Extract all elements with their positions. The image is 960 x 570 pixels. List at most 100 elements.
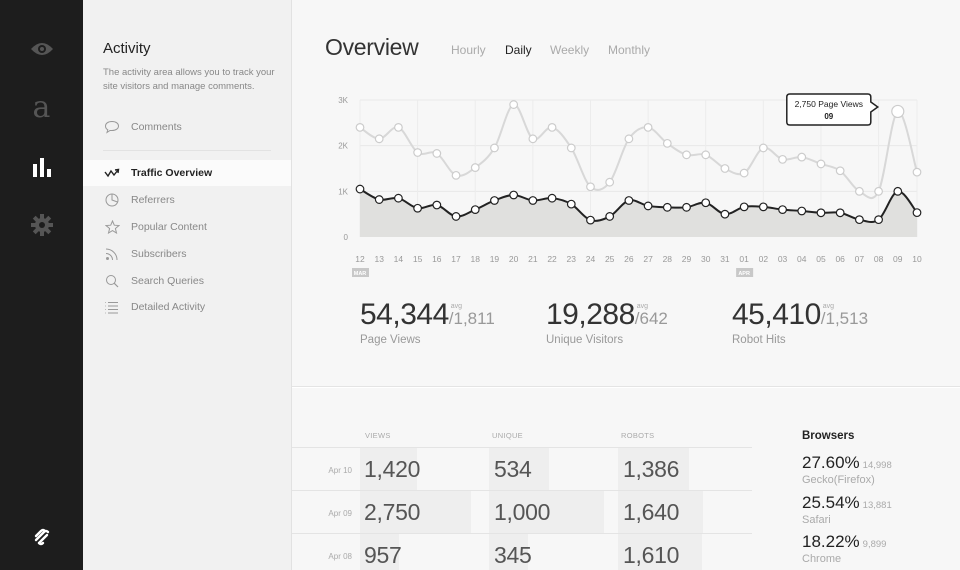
svg-text:09: 09 [824,112,833,121]
tab-daily[interactable]: Daily [505,43,532,57]
bar-chart-icon[interactable] [0,155,83,179]
app-rail: a [0,0,83,570]
data-point [739,202,749,212]
row-date: Apr 08 [328,552,352,561]
x-tick-label: 07 [855,254,865,264]
data-point [797,206,807,216]
unique-bar [489,448,549,490]
data-point [413,203,423,213]
x-tick-label: 29 [682,254,692,264]
col-header-unique[interactable]: UNIQUE [492,431,523,440]
sidebar-description: The activity area allows you to track yo… [103,67,275,92]
section-divider [292,386,960,388]
data-point [547,123,557,132]
data-point [701,198,711,208]
comment-icon [83,120,131,134]
unique-bar [489,491,604,533]
data-point [874,215,883,225]
squarespace-logo-icon[interactable] [0,526,83,548]
data-point [355,184,365,194]
row-date: Apr 09 [328,509,352,518]
data-point [912,167,922,177]
data-point [682,150,691,160]
sidebar-title: Activity [103,40,151,57]
data-point [432,200,442,210]
browser-item: 27.60% 14,998 Gecko(Firefox) [802,453,892,486]
y-tick-label: 3K [338,96,348,105]
data-point [816,159,826,169]
typography-icon[interactable]: a [32,89,51,125]
x-tick-label: 06 [835,254,845,264]
data-point [624,134,634,144]
svg-text:2,750 Page Views: 2,750 Page Views [795,99,863,109]
tab-weekly[interactable]: Weekly [550,43,590,57]
x-tick-label: 18 [471,254,481,264]
eye-icon[interactable] [0,38,83,60]
data-point [374,195,384,204]
data-point [720,209,730,219]
browser-item: 25.54% 13,881 Safari [802,493,892,526]
data-point [912,208,922,218]
x-tick-label: 19 [490,254,500,264]
sidebar-item-search-queries[interactable]: Search Queries [83,268,291,294]
data-point [605,212,615,221]
chart-tooltip [786,93,880,126]
col-header-robots[interactable]: ROBOTS [621,431,655,440]
browser-item: 18.22% 9,899 Chrome [802,532,887,565]
data-point [720,164,730,173]
x-tick-label: 15 [413,254,423,264]
tab-monthly[interactable]: Monthly [608,43,651,57]
search-icon [83,274,131,288]
data-point [470,163,480,172]
data-point [509,100,519,109]
data-point [739,168,749,178]
data-point [528,134,538,144]
rss-icon [83,247,131,261]
data-point [528,196,538,205]
robots-bar [618,448,689,490]
data-point [835,208,845,218]
data-point [758,143,768,153]
page-title: Overview [325,34,419,60]
x-tick-label: 26 [624,254,634,264]
x-tick-label: 02 [759,254,769,264]
gear-icon[interactable] [0,213,83,237]
x-tick-label: 21 [528,254,538,264]
data-point [586,215,595,225]
data-point [451,170,461,180]
data-point [566,199,576,209]
views-bar [360,448,417,490]
stat-robot-hits: 45,410 avg/1,513 Robot Hits [732,298,869,346]
data-point [413,148,423,157]
data-point [835,166,845,176]
data-point [662,138,672,148]
x-tick-label: 28 [663,254,673,264]
x-tick-label: 09 [893,254,903,264]
sidebar-item-popular-content[interactable]: Popular Content [83,214,291,240]
x-tick-label: 22 [547,254,557,264]
sidebar-item-comments[interactable]: Comments [83,114,291,140]
x-tick-label: 30 [701,254,711,264]
col-header-views[interactable]: VIEWS [365,431,391,440]
stat-page-views: 54,344 avg/1,811 Page Views [360,298,495,346]
x-tick-label: 10 [912,254,922,264]
data-point [624,196,634,205]
svg-text:APR: APR [738,271,750,277]
data-point [394,123,403,132]
x-tick-label: 17 [451,254,461,264]
sidebar-item-subscribers[interactable]: Subscribers [83,241,291,267]
sidebar-divider [103,150,271,151]
data-point [778,154,787,164]
data-point [566,143,576,153]
data-point [490,196,499,205]
data-point [893,186,903,196]
tab-hourly[interactable]: Hourly [451,43,486,57]
sidebar-item-traffic-overview[interactable]: Traffic Overview [83,160,291,186]
x-tick-label: 27 [643,254,653,264]
data-point [662,202,672,212]
sidebar-item-detailed-activity[interactable]: Detailed Activity [83,294,291,320]
traffic-chart[interactable]: 0 1K 2K 3K 12 13 14 15 16 17 18 19 20 21 22 23 24 25 26 27 2… [292,80,960,280]
robots-value: 1,610 [623,542,680,568]
x-tick-label: 08 [874,254,884,264]
sidebar-item-referrers[interactable]: Referrers [83,187,291,213]
